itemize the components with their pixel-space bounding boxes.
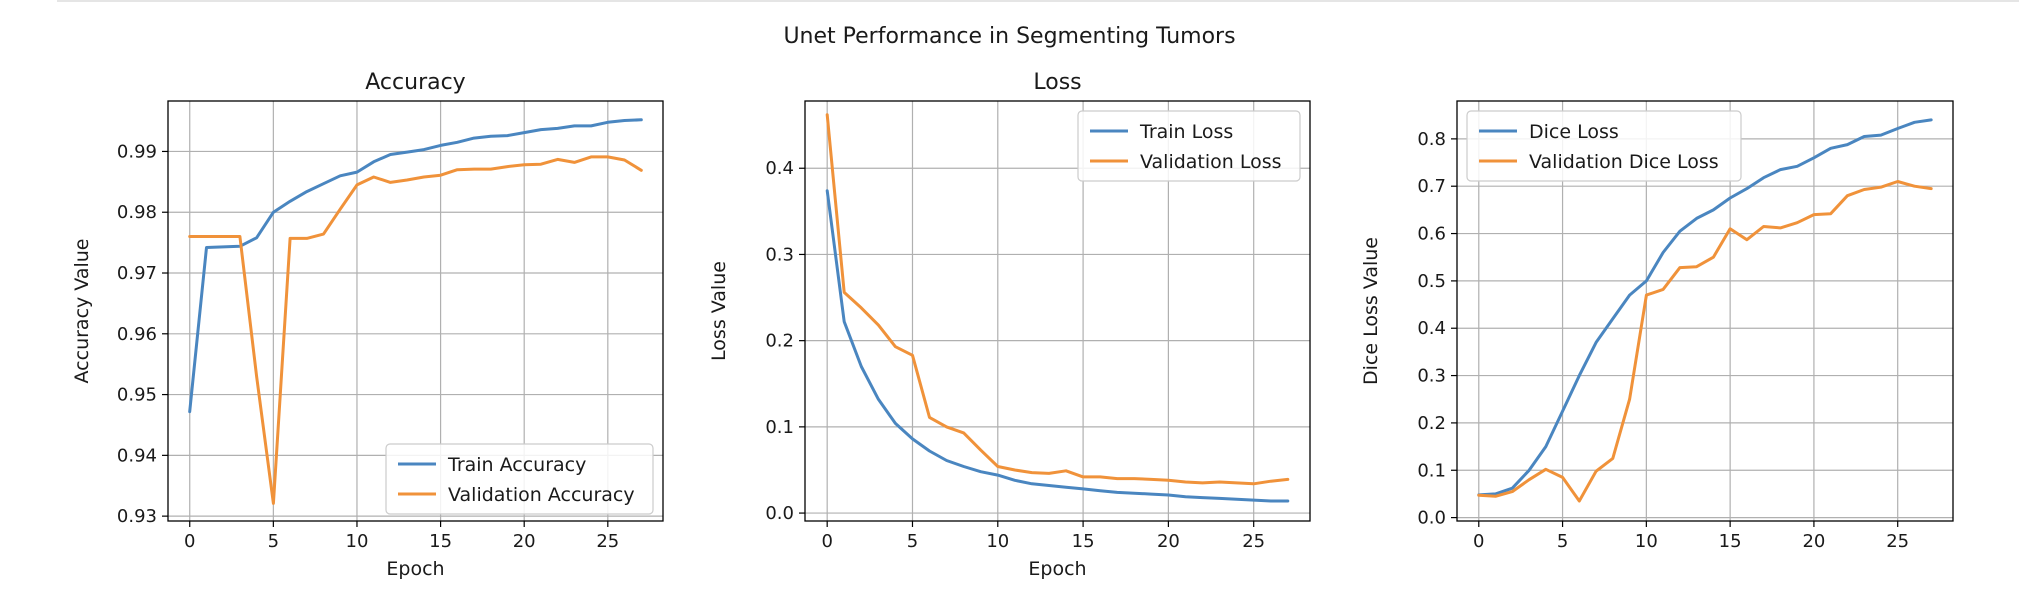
legend-box: [1077, 110, 1301, 182]
y-tick-label: 0.1: [765, 417, 794, 438]
y-tick-label: 0.2: [765, 331, 794, 352]
y-tick-label: 0.0: [765, 503, 794, 524]
y-tick-label: 0.1: [1417, 460, 1446, 481]
x-tick-label: 20: [1157, 531, 1180, 552]
y-tick-label: 0.96: [117, 324, 157, 345]
y-tick-label: 0.4: [765, 158, 794, 179]
subplot-2: 0 5 10 15 20 25 0.0 0.1 0.2 0.3 0.4 Loss Epoch Loss V…: [708, 70, 1311, 580]
y-tick-label: 0.99: [117, 141, 157, 162]
y-tick-label: 0.98: [117, 202, 157, 223]
y-axis-label: Accuracy Value: [71, 239, 93, 384]
series-line-train: [825, 189, 1290, 503]
y-tick-label: 0.8: [1417, 129, 1446, 150]
x-tick-label: 20: [1802, 531, 1825, 552]
y-tick-label: 0.2: [1417, 413, 1446, 434]
series-line-validation: [1477, 180, 1933, 503]
y-tick-label: 0.6: [1417, 224, 1446, 245]
y-tick-label: 0.0: [1417, 508, 1446, 529]
x-tick-label: 5: [907, 531, 918, 552]
subplot-3: 0 5 10 15 20 25 0.0 0.1 0.2 0.3 0.4 0.5 0.6 0.7 0.8 Dic…: [1360, 100, 1954, 552]
legend: Train Loss Validation Loss: [1077, 110, 1301, 182]
x-tick-label: 15: [1072, 531, 1095, 552]
y-tick-label: 0.94: [117, 445, 157, 466]
y-tick-label: 0.3: [1417, 366, 1446, 387]
legend-label: Train Accuracy: [447, 454, 586, 476]
y-tick-label: 0.5: [1417, 271, 1446, 292]
legend-label: Validation Loss: [1140, 151, 1282, 173]
figure-title: Unet Performance in Segmenting Tumors: [783, 24, 1236, 49]
legend: Dice Loss Validation Dice Loss: [1466, 110, 1742, 182]
x-tick-label: 20: [513, 531, 536, 552]
x-tick-label: 15: [429, 531, 452, 552]
y-axis-label: Loss Value: [708, 261, 730, 361]
x-tick-label: 0: [821, 531, 832, 552]
series-line-train: [188, 118, 643, 414]
legend-box: [385, 443, 654, 515]
x-tick-label: 15: [1719, 531, 1742, 552]
y-axis-label: Dice Loss Value: [1360, 237, 1382, 385]
x-axis-label: Epoch: [386, 558, 444, 580]
series-line-validation: [188, 155, 643, 505]
x-tick-label: 10: [346, 531, 369, 552]
y-tick-label: 0.97: [117, 263, 157, 284]
x-tick-label: 0: [184, 531, 195, 552]
x-tick-label: 25: [596, 531, 619, 552]
axes-frame: [1456, 100, 1954, 522]
axes-frame: [167, 100, 664, 522]
window-top-border: [57, 0, 2019, 2]
series-line-train: [1477, 118, 1933, 497]
y-tick-label: 0.95: [117, 385, 157, 406]
x-tick-label: 25: [1242, 531, 1265, 552]
y-tick-label: 0.4: [1417, 318, 1446, 339]
legend: Train Accuracy Validation Accuracy: [385, 443, 654, 515]
x-tick-label: 25: [1886, 531, 1909, 552]
legend-label: Dice Loss: [1529, 121, 1619, 143]
x-tick-label: 10: [1635, 531, 1658, 552]
y-tick-label: 0.7: [1417, 176, 1446, 197]
x-tick-label: 5: [1557, 531, 1568, 552]
x-tick-label: 5: [268, 531, 279, 552]
x-axis-label: Epoch: [1028, 558, 1086, 580]
subplot-title: Loss: [1033, 70, 1081, 95]
y-tick-label: 0.93: [117, 506, 157, 527]
axes-frame: [804, 100, 1311, 522]
legend-box: [1466, 110, 1742, 182]
subplot-1: 0 5 10 15 20 25 0.93 0.94 0.95 0.96 0.97 0.98 0.99 Ac…: [71, 70, 664, 580]
legend-label: Train Loss: [1139, 121, 1233, 143]
y-tick-label: 0.3: [765, 244, 794, 265]
legend-label: Validation Dice Loss: [1529, 151, 1719, 173]
x-tick-label: 0: [1473, 531, 1484, 552]
legend-label: Validation Accuracy: [448, 484, 635, 506]
x-tick-label: 10: [986, 531, 1009, 552]
series-line-validation: [825, 113, 1290, 486]
subplot-title: Accuracy: [365, 70, 465, 95]
